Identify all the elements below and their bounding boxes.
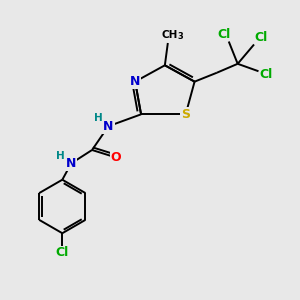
Text: H: H	[94, 113, 102, 123]
Text: Cl: Cl	[56, 246, 69, 259]
Text: N: N	[66, 157, 76, 170]
Text: N: N	[103, 120, 114, 133]
Text: O: O	[110, 151, 121, 164]
Text: H: H	[56, 151, 65, 161]
Text: Cl: Cl	[254, 32, 267, 44]
Text: S: S	[181, 108, 190, 121]
Text: 3: 3	[177, 32, 183, 41]
Text: CH: CH	[162, 30, 178, 40]
Text: Cl: Cl	[259, 68, 272, 81]
Text: N: N	[130, 75, 140, 88]
Text: Cl: Cl	[218, 28, 231, 41]
